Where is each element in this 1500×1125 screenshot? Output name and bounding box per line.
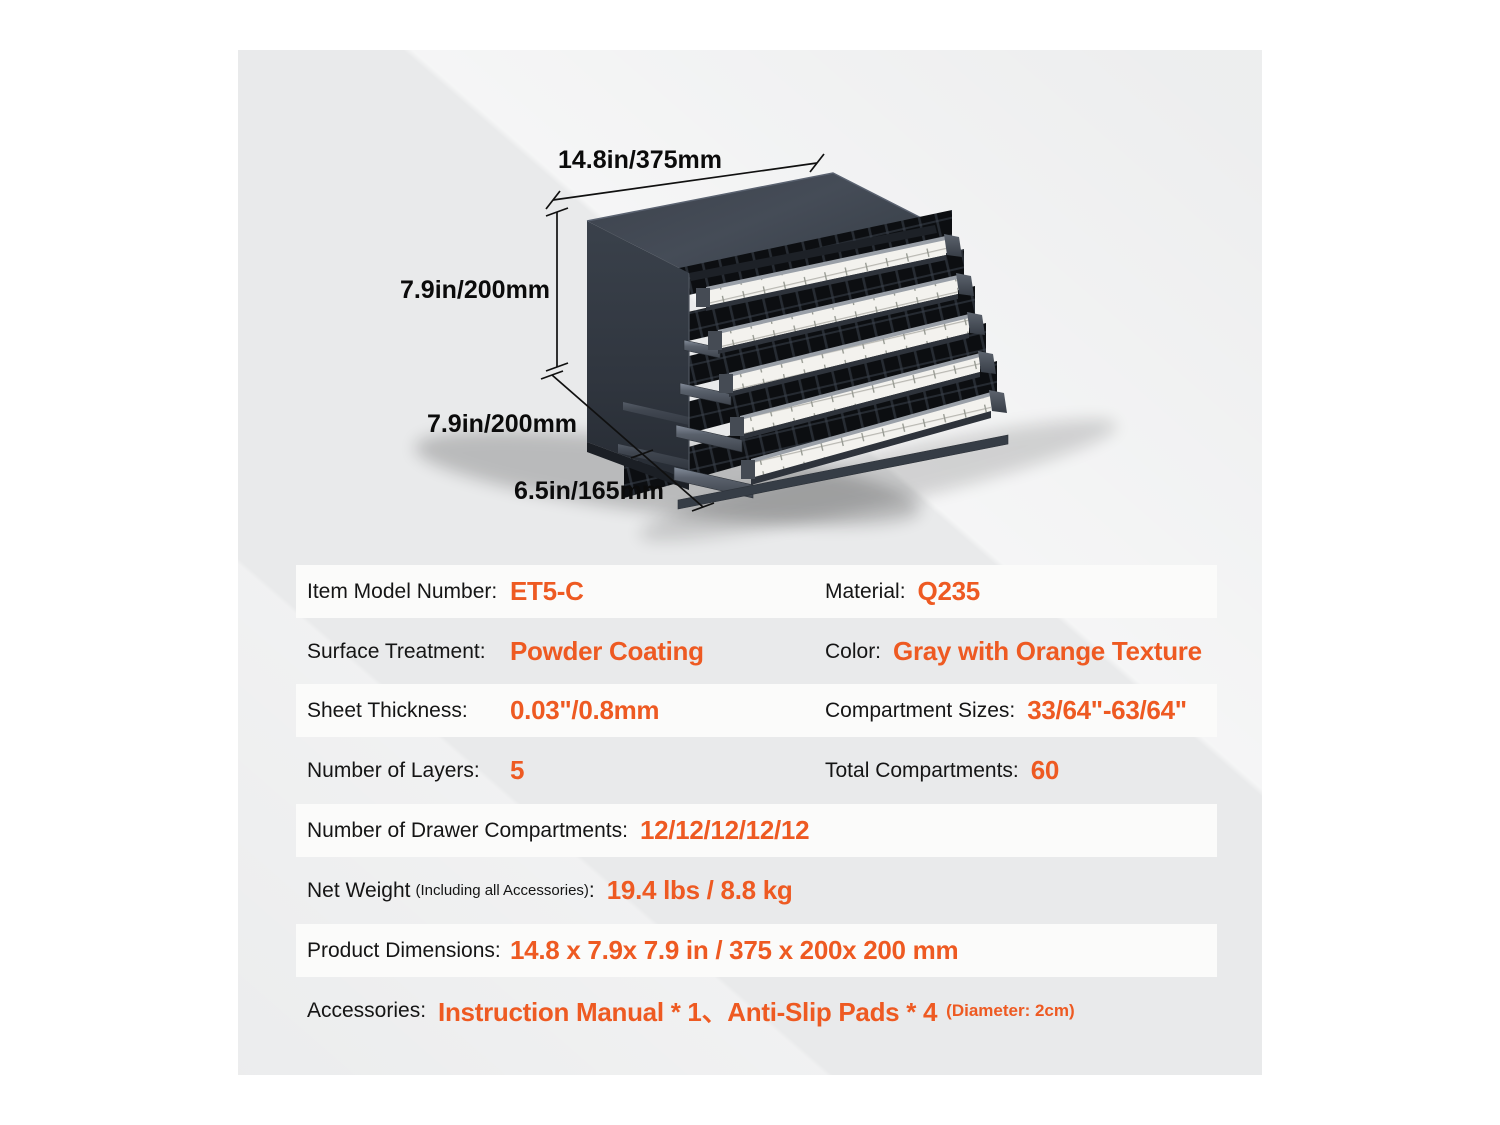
spec-value: 0.03"/0.8mm (510, 695, 660, 725)
spec-row-product-dimensions: Product Dimensions: 14.8 x 7.9x 7.9 in /… (296, 924, 1217, 977)
drawer-front (741, 390, 1007, 485)
spec-value: Powder Coating (510, 636, 704, 666)
cabinet-base-edge (587, 442, 689, 490)
dimension-label-depth: 7.9in/200mm (427, 410, 577, 438)
spec-value: 19.4 lbs / 8.8 kg (606, 875, 793, 905)
spec-label: Number of Layers: (307, 758, 480, 782)
drawer-label-strip (718, 279, 958, 349)
drawer-label-strip (729, 318, 969, 392)
spec-label: Compartment Sizes: (825, 698, 1016, 722)
drawer-front (696, 234, 962, 311)
spec-row-surface-color: Surface Treatment: Powder Coating Color:… (296, 625, 1217, 678)
spec-value: 14.8 x 7.9x 7.9 in / 375 x 200x 200 mm (510, 935, 959, 965)
drawer-front (730, 351, 996, 440)
spec-value: 12/12/12/12/12 (639, 815, 810, 845)
spec-label: Material: (825, 579, 906, 603)
cabinet-top-lip (689, 225, 937, 281)
dimension-label-drawer-extension: 6.5in/165mm (514, 477, 664, 505)
spec-label-colon: : (588, 878, 595, 902)
drawer-tray (644, 249, 964, 351)
dimension-lines (540, 153, 825, 512)
spec-value: 60 (1030, 755, 1060, 785)
spec-label: Sheet Thickness: (307, 698, 468, 722)
cabinet-top-face (587, 173, 935, 273)
spec-label: Product Dimensions: (307, 938, 501, 962)
spec-subvalue: (Diameter: 2cm) (946, 1000, 1075, 1020)
photo-area: 14.8in/375mm 7.9in/200mm 7.9in/200mm 6.5… (238, 50, 1262, 1075)
spec-label: Item Model Number: (307, 579, 498, 603)
spec-value: Gray with Orange Texture (893, 636, 1202, 666)
spec-row-thickness-compartment-sizes: Sheet Thickness: 0.03"/0.8mm Compartment… (296, 684, 1217, 737)
spec-row-layers-total: Number of Layers: 5 Total Compartments: … (296, 744, 1217, 797)
drawer-label-strip (706, 240, 946, 306)
spec-label: Accessories: (307, 998, 427, 1022)
spec-row-accessories: Accessories: Instruction Manual * 1、Anti… (296, 984, 1217, 1037)
spec-sublabel: (Including all Accessories) (415, 882, 589, 899)
spec-value: ET5-C (510, 576, 584, 606)
spec-label: Net Weight (307, 878, 411, 902)
spec-row-drawer-compartments: Number of Drawer Compartments: 12/12/12/… (296, 804, 1217, 857)
spec-value: Instruction Manual * 1、Anti-Slip Pads * … (438, 997, 938, 1027)
spec-label: Number of Drawer Compartments: (307, 818, 628, 842)
cabinet (586, 172, 1009, 510)
spec-label: Surface Treatment: (307, 639, 486, 663)
drawer-front (708, 273, 974, 354)
spec-row-net-weight: Net Weight (Including all Accessories) :… (296, 864, 1217, 917)
drawer-label-strip (751, 396, 991, 478)
spec-row-model-material: Item Model Number: ET5-C Material: Q235 (296, 565, 1217, 618)
drawer-front (719, 312, 985, 397)
spec-value: 33/64"-63/64" (1027, 695, 1187, 725)
spec-label: Color: (825, 639, 882, 663)
drawer-label-strip (740, 357, 980, 435)
spec-value: Q235 (917, 576, 981, 606)
dimension-label-height: 7.9in/200mm (400, 276, 550, 304)
spec-value: 5 (510, 755, 525, 785)
dimension-label-width: 14.8in/375mm (558, 146, 722, 174)
product-photo: 14.8in/375mm 7.9in/200mm 7.9in/200mm 6.5… (400, 146, 1117, 541)
spec-label: Total Compartments: (825, 758, 1019, 782)
